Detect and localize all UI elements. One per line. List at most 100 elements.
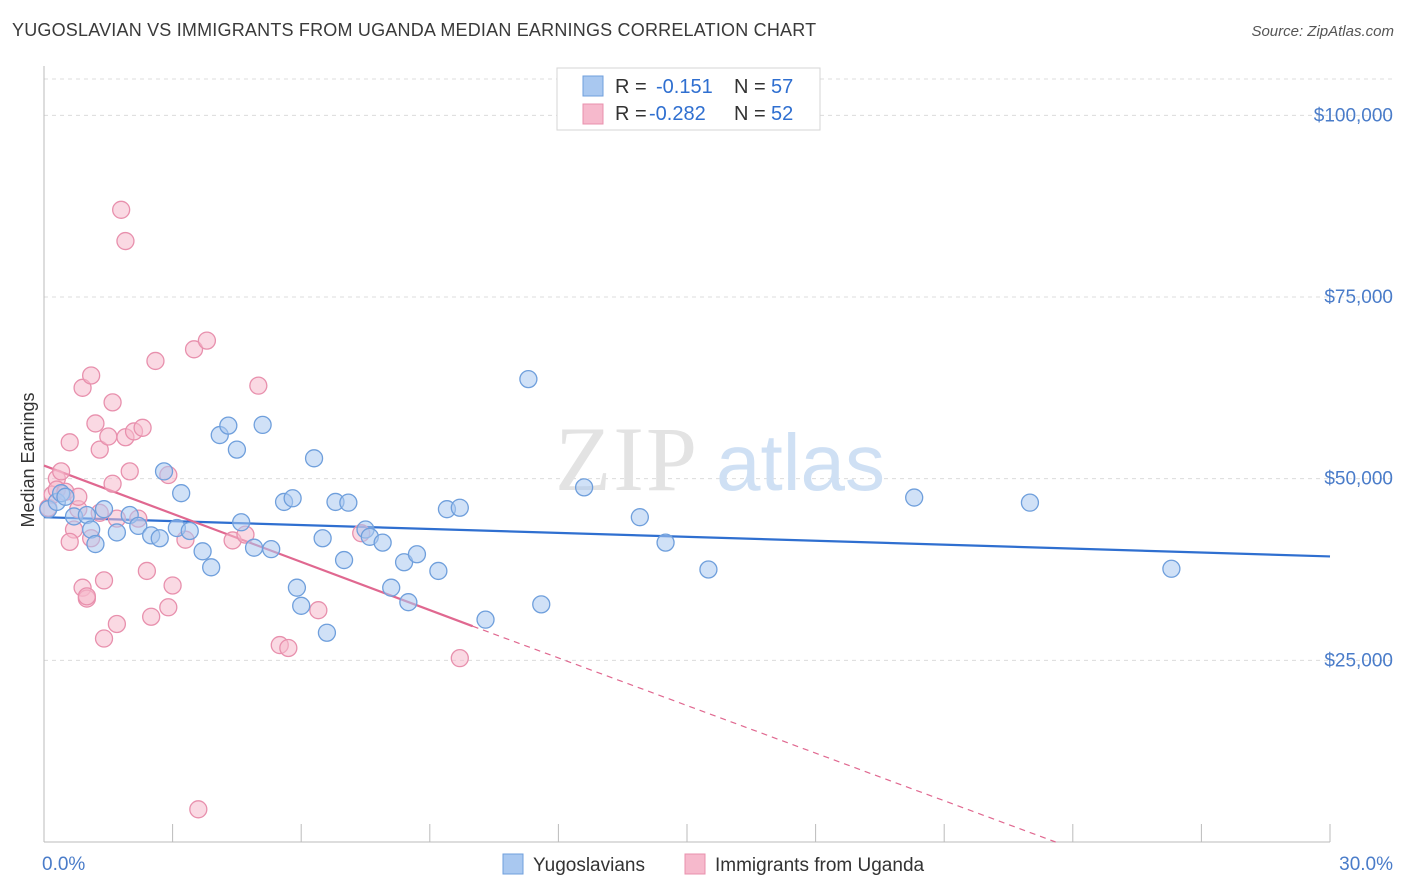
data-point-uganda	[146, 351, 165, 371]
data-point-yugoslavians	[172, 484, 191, 503]
data-point-yugoslavians	[905, 488, 924, 507]
data-point-yugoslavians	[180, 521, 199, 541]
series-label-uganda: Immigrants from Uganda	[715, 855, 925, 876]
data-point-yugoslavians	[150, 529, 169, 548]
data-point-uganda	[90, 440, 109, 459]
data-point-uganda	[184, 340, 204, 359]
data-point-uganda	[107, 614, 127, 634]
data-point-yugoslavians	[262, 540, 281, 559]
data-point-yugoslavians	[107, 523, 127, 542]
data-point-yugoslavians	[227, 440, 247, 459]
correlation-legend: R = -0.151 N = 57 R = -0.282 N = 52	[556, 67, 821, 131]
watermark-zip: ZIP	[555, 408, 699, 510]
data-point-uganda	[86, 414, 105, 433]
legend-r-value-1: -0.151	[656, 76, 713, 98]
trend-line-yugoslavians	[43, 516, 1331, 558]
data-point-yugoslavians	[283, 489, 302, 508]
data-point-uganda	[142, 607, 161, 626]
data-point-yugoslavians	[532, 595, 551, 614]
data-point-yugoslavians	[574, 478, 594, 497]
x-tick-label-end: 30.0%	[1339, 854, 1393, 875]
legend-r-label-1: R =	[615, 76, 647, 98]
data-point-uganda	[120, 462, 139, 481]
data-point-yugoslavians	[476, 610, 495, 629]
legend-n-label-2: N =	[734, 103, 766, 125]
chart-title: YUGOSLAVIAN VS IMMIGRANTS FROM UGANDA ME…	[12, 20, 817, 40]
data-point-uganda	[94, 571, 114, 590]
data-point-yugoslavians	[94, 500, 114, 519]
legend-swatch-blue	[582, 75, 604, 97]
data-point-uganda	[103, 393, 122, 412]
data-point-yugoslavians	[699, 560, 718, 579]
data-point-yugoslavians	[519, 369, 538, 389]
y-tick-label: $75,000	[1324, 287, 1393, 308]
data-point-yugoslavians	[656, 533, 675, 552]
x-tick-labels: 0.0% 30.0%	[42, 854, 1393, 875]
data-point-yugoslavians	[407, 545, 427, 564]
data-point-uganda	[99, 427, 118, 446]
data-point-uganda	[189, 800, 208, 819]
data-point-yugoslavians	[193, 542, 212, 561]
legend-r-label-2: R =	[615, 103, 647, 125]
data-point-uganda	[112, 200, 131, 219]
data-point-yugoslavians	[1020, 493, 1040, 512]
data-point-yugoslavians	[334, 550, 354, 570]
data-point-yugoslavians	[287, 578, 307, 597]
legend-r-value-2: -0.282	[649, 103, 706, 125]
data-point-yugoslavians	[244, 538, 264, 557]
series-swatch-yugoslavians	[502, 853, 524, 875]
x-tick-label-start: 0.0%	[42, 854, 85, 875]
data-point-uganda	[133, 418, 152, 437]
data-point-uganda	[82, 366, 101, 385]
data-point-yugoslavians	[317, 623, 337, 642]
data-point-yugoslavians	[86, 534, 105, 554]
data-point-uganda	[60, 532, 79, 552]
data-point-uganda	[60, 433, 79, 452]
data-point-yugoslavians	[154, 462, 174, 481]
data-point-uganda	[94, 629, 114, 648]
y-tick-label: $50,000	[1324, 469, 1393, 490]
data-point-uganda	[103, 474, 122, 493]
data-point-yugoslavians	[313, 529, 332, 548]
legend-n-value-2: 52	[771, 103, 793, 125]
data-point-yugoslavians	[292, 596, 311, 615]
y-tick-label: $25,000	[1324, 650, 1393, 671]
source-label: Source: ZipAtlas.com	[1251, 23, 1394, 40]
data-point-uganda	[77, 587, 97, 606]
data-point-uganda	[249, 376, 268, 395]
series-legend: Yugoslavians Immigrants from Uganda	[502, 853, 925, 876]
data-point-uganda	[51, 462, 71, 481]
series-swatch-uganda	[684, 853, 706, 875]
series-label-yugoslavians: Yugoslavians	[533, 855, 645, 876]
data-point-uganda	[73, 378, 92, 397]
data-point-yugoslavians	[399, 593, 418, 612]
data-point-yugoslavians	[339, 493, 358, 512]
grid-lines	[44, 78, 1392, 661]
y-axis-label: Median Earnings	[18, 392, 38, 527]
data-point-yugoslavians	[129, 516, 148, 536]
data-point-uganda	[137, 561, 157, 581]
data-point-uganda	[163, 576, 182, 595]
data-point-yugoslavians	[450, 498, 469, 517]
data-point-yugoslavians	[232, 513, 251, 532]
data-point-uganda	[116, 231, 135, 251]
data-point-uganda	[197, 331, 217, 350]
axes	[43, 66, 1331, 843]
y-tick-label: $100,000	[1314, 105, 1393, 126]
data-point-yugoslavians	[56, 487, 75, 506]
watermark-atlas: atlas	[716, 418, 885, 507]
data-point-yugoslavians	[630, 508, 649, 527]
data-point-yugoslavians	[202, 558, 221, 577]
data-point-yugoslavians	[382, 578, 401, 597]
legend-n-value-1: 57	[771, 76, 793, 98]
data-point-uganda	[159, 598, 178, 617]
data-points	[39, 200, 1181, 819]
legend-n-label-1: N =	[734, 76, 766, 98]
data-point-uganda	[309, 601, 328, 620]
data-point-uganda	[279, 638, 298, 658]
legend-swatch-pink	[582, 103, 604, 125]
data-point-yugoslavians	[373, 533, 392, 552]
data-point-yugoslavians	[304, 449, 324, 468]
y-tick-labels: $25,000 $50,000 $75,000 $100,000	[1314, 105, 1393, 671]
